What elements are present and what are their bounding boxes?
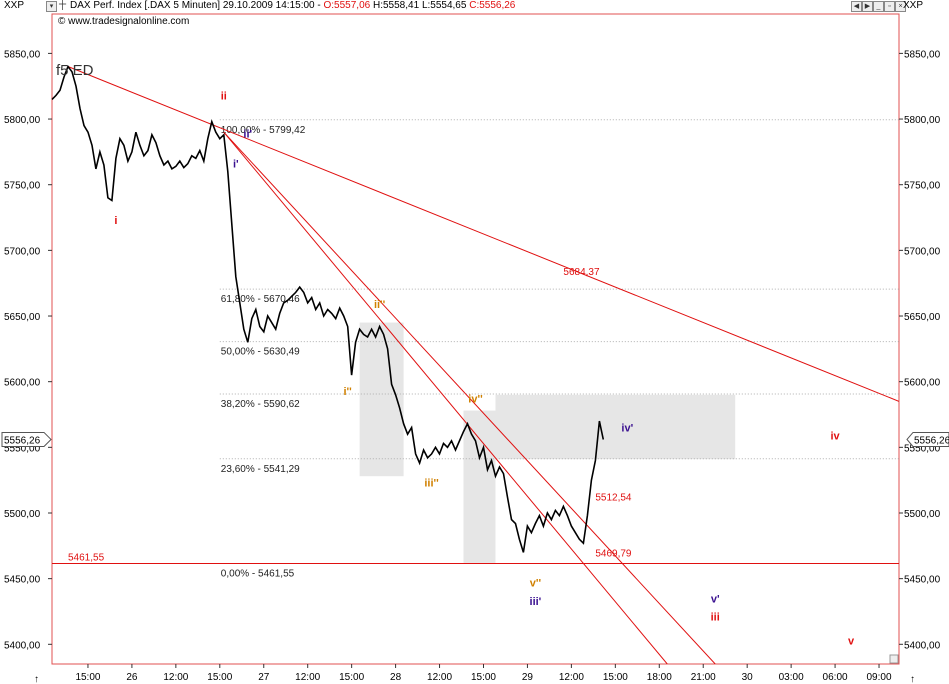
scroll-right-icon[interactable]: ▶ <box>862 1 873 12</box>
wave-label: v <box>848 635 855 647</box>
wave-label: v'' <box>530 578 542 590</box>
y-tick-label-left: 5800,00 <box>4 115 41 126</box>
x-tick-label: 15:00 <box>339 672 364 683</box>
copyright-icon: © <box>58 16 66 27</box>
pattern-label: f5 ED <box>56 62 94 79</box>
x-tick-label: 12:00 <box>295 672 320 683</box>
y-tick-label-left: 5700,00 <box>4 246 41 257</box>
axis-arrow-right: ↑ <box>910 674 915 684</box>
y-tick-label-left: 5650,00 <box>4 312 41 323</box>
price-tag-right <box>906 431 949 447</box>
x-tick-label: 12:00 <box>559 672 584 683</box>
wave-label: iv'' <box>468 394 483 406</box>
wave-label: iii' <box>530 596 542 608</box>
chart-menu-icon[interactable]: ▾ <box>46 1 57 12</box>
price-tag-left <box>1 431 52 447</box>
y-tick-label-left: 5850,00 <box>4 49 41 60</box>
fib-level-label: 50,00% - 5630,49 <box>221 347 300 358</box>
symbol-left: XXP <box>4 0 25 11</box>
close-icon[interactable]: × <box>895 1 906 12</box>
x-tick-label: 15:00 <box>471 672 496 683</box>
x-tick-label: 28 <box>390 672 402 683</box>
wave-label: iv' <box>621 423 633 435</box>
x-tick-label: 26 <box>126 672 138 683</box>
y-tick-label-right: 5650,00 <box>904 312 941 323</box>
y-tick-label-left: 5600,00 <box>4 378 41 389</box>
trendline <box>223 131 668 664</box>
trendline-value-label: 5684,37 <box>563 267 600 278</box>
y-tick-label-right: 5450,00 <box>904 575 941 586</box>
y-tick-label-left: 5750,00 <box>4 181 41 192</box>
high-value: H:5558,41 <box>373 0 420 11</box>
x-tick-label: 09:00 <box>867 672 892 683</box>
consolidation-box <box>463 410 496 563</box>
trendlines <box>67 66 899 664</box>
instrument-info: DAX Perf. Index [.DAX 5 Minuten] 29.10.2… <box>70 0 515 14</box>
close-value: C:5556,26 <box>469 0 516 11</box>
wave-label: v' <box>711 593 720 605</box>
y-tick-label-right: 5550,00 <box>904 443 941 454</box>
website-line: © www.tradesignalonline.com <box>58 16 189 30</box>
open-value: O:5557,06 <box>323 0 371 11</box>
y-tick-label-right: 5850,00 <box>904 49 941 60</box>
x-tick-label: 18:00 <box>647 672 672 683</box>
price-line <box>51 64 605 553</box>
low-value: L:5554,65 <box>421 0 467 11</box>
fib-level-label: 38,20% - 5590,62 <box>221 399 300 410</box>
consolidation-box <box>495 394 736 460</box>
plot-frame <box>51 13 900 665</box>
y-tick-label-left: 5450,00 <box>4 575 41 586</box>
fib-level-label: 61,80% - 5670,46 <box>221 294 300 305</box>
wave-label: ii <box>221 90 227 102</box>
x-tick-label: 03:00 <box>779 672 804 683</box>
wave-label: i'' <box>344 386 353 398</box>
x-tick-label: 12:00 <box>163 672 188 683</box>
support-level-label: 5461,55 <box>68 552 105 563</box>
wave-label: i' <box>233 159 239 171</box>
y-tick-label-right: 5700,00 <box>904 246 941 257</box>
x-tick-label: 06:00 <box>823 672 848 683</box>
x-tick-label: 30 <box>742 672 754 683</box>
wave-label: iii <box>711 612 720 624</box>
y-tick-label-right: 5800,00 <box>904 115 941 126</box>
x-tick-label: 12:00 <box>427 672 452 683</box>
price-tag-left-label: 5556,26 <box>4 435 41 446</box>
wave-label: iv <box>830 430 840 442</box>
minimize-icon[interactable]: _ <box>873 1 884 12</box>
axis-arrow-left: ↑ <box>34 674 39 684</box>
y-tick-label-left: 5500,00 <box>4 509 41 520</box>
fib-level-label: 100,00% - 5799,42 <box>221 125 306 136</box>
restore-icon[interactable]: ▫ <box>884 1 895 12</box>
wave-label: ii' <box>243 128 252 140</box>
website-label: www.tradesignalonline.com <box>68 16 190 27</box>
y-tick-label-right: 5400,00 <box>904 640 941 651</box>
y-tick-label-left: 5400,00 <box>4 640 41 651</box>
trendline-value-label: 5512,54 <box>595 493 632 504</box>
symbol-right: XXP <box>903 0 924 11</box>
wave-label: iii'' <box>424 478 439 490</box>
resize-grip-icon <box>889 654 899 664</box>
y-tick-label-right: 5600,00 <box>904 378 941 389</box>
x-tick-label: 29 <box>522 672 534 683</box>
bar-type-icon: ┼ <box>58 0 67 10</box>
trendline <box>223 131 716 664</box>
y-tick-label-right: 5750,00 <box>904 181 941 192</box>
y-tick-label-right: 5500,00 <box>904 509 941 520</box>
price-tag-right-label: 5556,26 <box>914 435 949 446</box>
y-tick-label-left: 5550,00 <box>4 443 41 454</box>
scroll-left-icon[interactable]: ◀ <box>851 1 862 12</box>
x-tick-label: 15:00 <box>207 672 232 683</box>
x-tick-label: 21:00 <box>691 672 716 683</box>
fib-level-label: 23,60% - 5541,29 <box>221 464 300 475</box>
x-tick-label: 15:00 <box>75 672 100 683</box>
x-tick-label: 27 <box>258 672 270 683</box>
trendline <box>67 66 899 402</box>
fib-level-label: 0,00% - 5461,55 <box>221 568 295 579</box>
instrument-title: DAX Perf. Index [.DAX 5 Minuten] 29.10.2… <box>70 0 324 11</box>
x-tick-label: 15:00 <box>603 672 628 683</box>
trendline-value-label: 5469,79 <box>595 549 632 560</box>
wave-label: i <box>114 215 117 227</box>
wave-label: ii'' <box>374 299 386 311</box>
